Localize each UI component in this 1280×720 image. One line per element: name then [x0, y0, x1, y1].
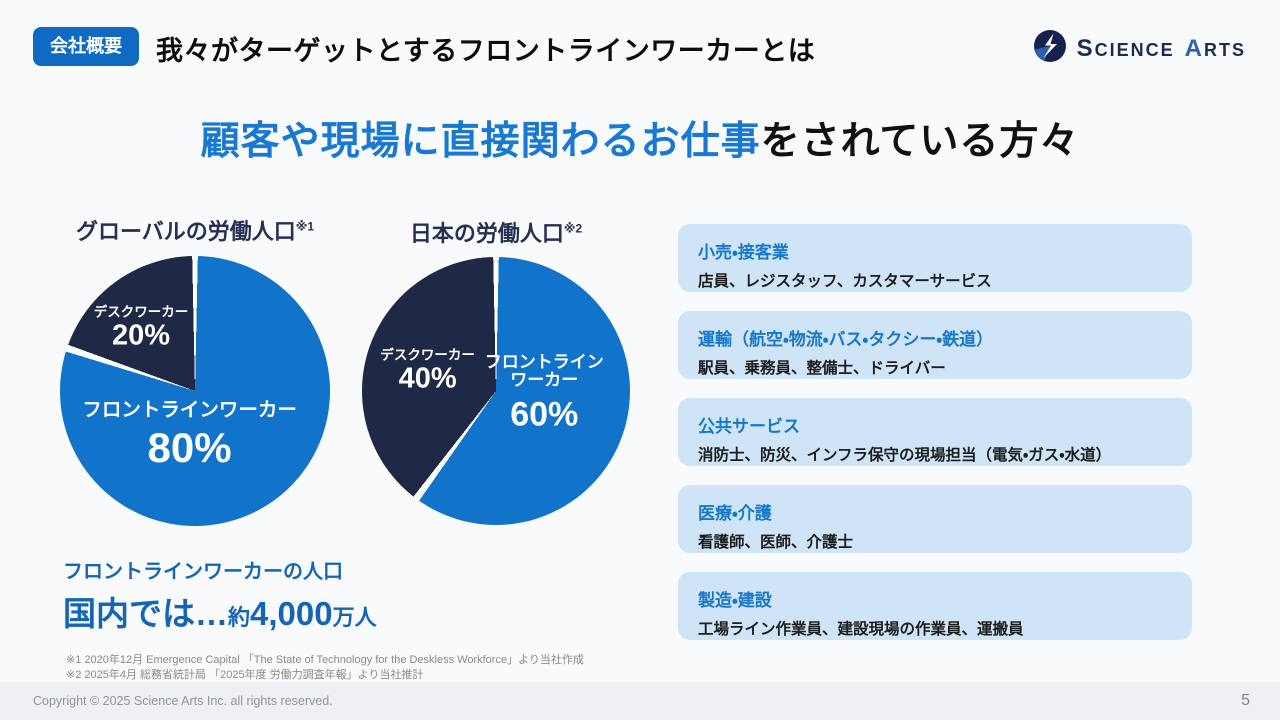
- category-body: 駅員、乗務員、整備士、ドライバー: [698, 360, 946, 377]
- stat-approx: 約: [228, 605, 251, 630]
- pie1-frontline-label: フロントラインワーカー: [82, 398, 297, 421]
- pie1-frontline-slice-label: フロントラインワーカー 80%: [82, 398, 297, 472]
- pie2-frontline-pct: 60%: [510, 395, 579, 434]
- category-title: 医療・介護: [698, 504, 772, 523]
- pie2-title-text: 日本の労働人口: [409, 221, 564, 246]
- category-card-manufacturing-construction: 製造・建設 工場ライン作業員、建設現場の作業員、運搬員: [678, 572, 1192, 640]
- pie2-desk-slice-label: デスクワーカー 40%: [380, 347, 475, 396]
- pie1-desk-slice-label: デスクワーカー 20%: [93, 304, 189, 353]
- category-title: 運輸（航空・物流・バス・タクシー・鉄道）: [698, 330, 994, 349]
- stat-lead: 国内では…: [63, 595, 228, 632]
- pie2-footnote-ref: ※2: [563, 221, 583, 236]
- pie1-frontline-pct: 80%: [147, 424, 232, 472]
- pie2-desk-label: デスクワーカー: [380, 347, 475, 363]
- category-title: 製造・建設: [698, 591, 772, 610]
- footnotes: ※1 2020年12月 Emergence Capital 「The State…: [66, 653, 584, 683]
- stat-number: 4,000: [250, 595, 333, 632]
- pie2-frontline-label-line1: フロントライン: [484, 352, 604, 372]
- footnote-2: ※2 2025年4月 総務省統計局 「2025年度 労働力調査年報」より当社推計: [66, 668, 424, 681]
- logo-rest-cience: CIENCE: [1094, 39, 1175, 60]
- stat-value: 国内では…約4,000万人: [63, 587, 377, 635]
- stat-label: フロントラインワーカーの人口: [63, 561, 343, 583]
- copyright-text: Copyright © 2025 Science Arts Inc. all r…: [33, 694, 333, 708]
- pie2-desk-pct: 40%: [398, 362, 457, 395]
- science-arts-logo-icon: [1032, 28, 1068, 69]
- pie2-frontline-slice-label: フロントライン ワーカー 60%: [485, 353, 604, 434]
- headline: 顧客や現場に直接関わるお仕事をされている方々: [0, 110, 1280, 166]
- category-title: 小売・接客業: [698, 243, 789, 262]
- category-card-retail: 小売・接客業 店員、レジスタッフ、カスタマーサービス: [678, 224, 1192, 292]
- pie-chart-global: デスクワーカー 20% フロントラインワーカー 80%: [60, 256, 330, 526]
- category-body: 店員、レジスタッフ、カスタマーサービス: [698, 273, 992, 290]
- slide-title: 我々がターゲットとするフロントラインワーカーとは: [156, 36, 816, 66]
- pie1-footnote-ref: ※1: [295, 219, 315, 234]
- section-badge: 会社概要: [33, 27, 139, 67]
- category-body: 看護師、医師、介護士: [698, 534, 854, 551]
- category-card-transport: 運輸（航空・物流・バス・タクシー・鉄道） 駅員、乗務員、整備士、ドライバー: [678, 311, 1192, 379]
- logo-rest-rts: RTS: [1204, 39, 1246, 60]
- category-body: 工場ライン作業員、建設現場の作業員、運搬員: [698, 621, 1024, 638]
- logo-cap-a: A: [1184, 34, 1204, 62]
- frontline-population-stat: フロントラインワーカーの人口 国内では…約4,000万人: [63, 555, 377, 635]
- category-card-public-service: 公共サービス 消防士、防災、インフラ保守の現場担当（電気・ガス・水道）: [678, 398, 1192, 466]
- logo-cap-s: S: [1076, 34, 1095, 62]
- logo-wordmark: SCIENCE ARTS: [1077, 35, 1246, 63]
- page-number: 5: [1241, 692, 1250, 709]
- pie2-frontline-label-line2: ワーカー: [510, 370, 579, 390]
- headline-rest: をされている方々: [760, 120, 1080, 163]
- category-title: 公共サービス: [698, 417, 800, 436]
- slide-footer: Copyright © 2025 Science Arts Inc. all r…: [0, 682, 1280, 720]
- stat-unit: 万人: [332, 605, 377, 630]
- pie-chart-japan: デスクワーカー 40% フロントライン ワーカー 60%: [362, 257, 630, 525]
- company-logo: SCIENCE ARTS: [1032, 28, 1246, 69]
- pie1-desk-pct: 20%: [111, 319, 171, 352]
- pie1-title-text: グローバルの労働人口: [75, 219, 296, 244]
- pie1-title: グローバルの労働人口※1: [48, 214, 342, 246]
- footnote-1: ※1 2020年12月 Emergence Capital 「The State…: [66, 654, 584, 666]
- category-body: 消防士、防災、インフラ保守の現場担当（電気・ガス・水道）: [698, 447, 1112, 464]
- category-card-medical-care: 医療・介護 看護師、医師、介護士: [678, 485, 1192, 553]
- headline-highlight: 顧客や現場に直接関わるお仕事: [200, 120, 761, 163]
- pie1-desk-label: デスクワーカー: [93, 304, 189, 320]
- industry-category-list: 小売・接客業 店員、レジスタッフ、カスタマーサービス 運輸（航空・物流・バス・タ…: [678, 224, 1192, 659]
- pie2-title: 日本の労働人口※2: [362, 216, 630, 248]
